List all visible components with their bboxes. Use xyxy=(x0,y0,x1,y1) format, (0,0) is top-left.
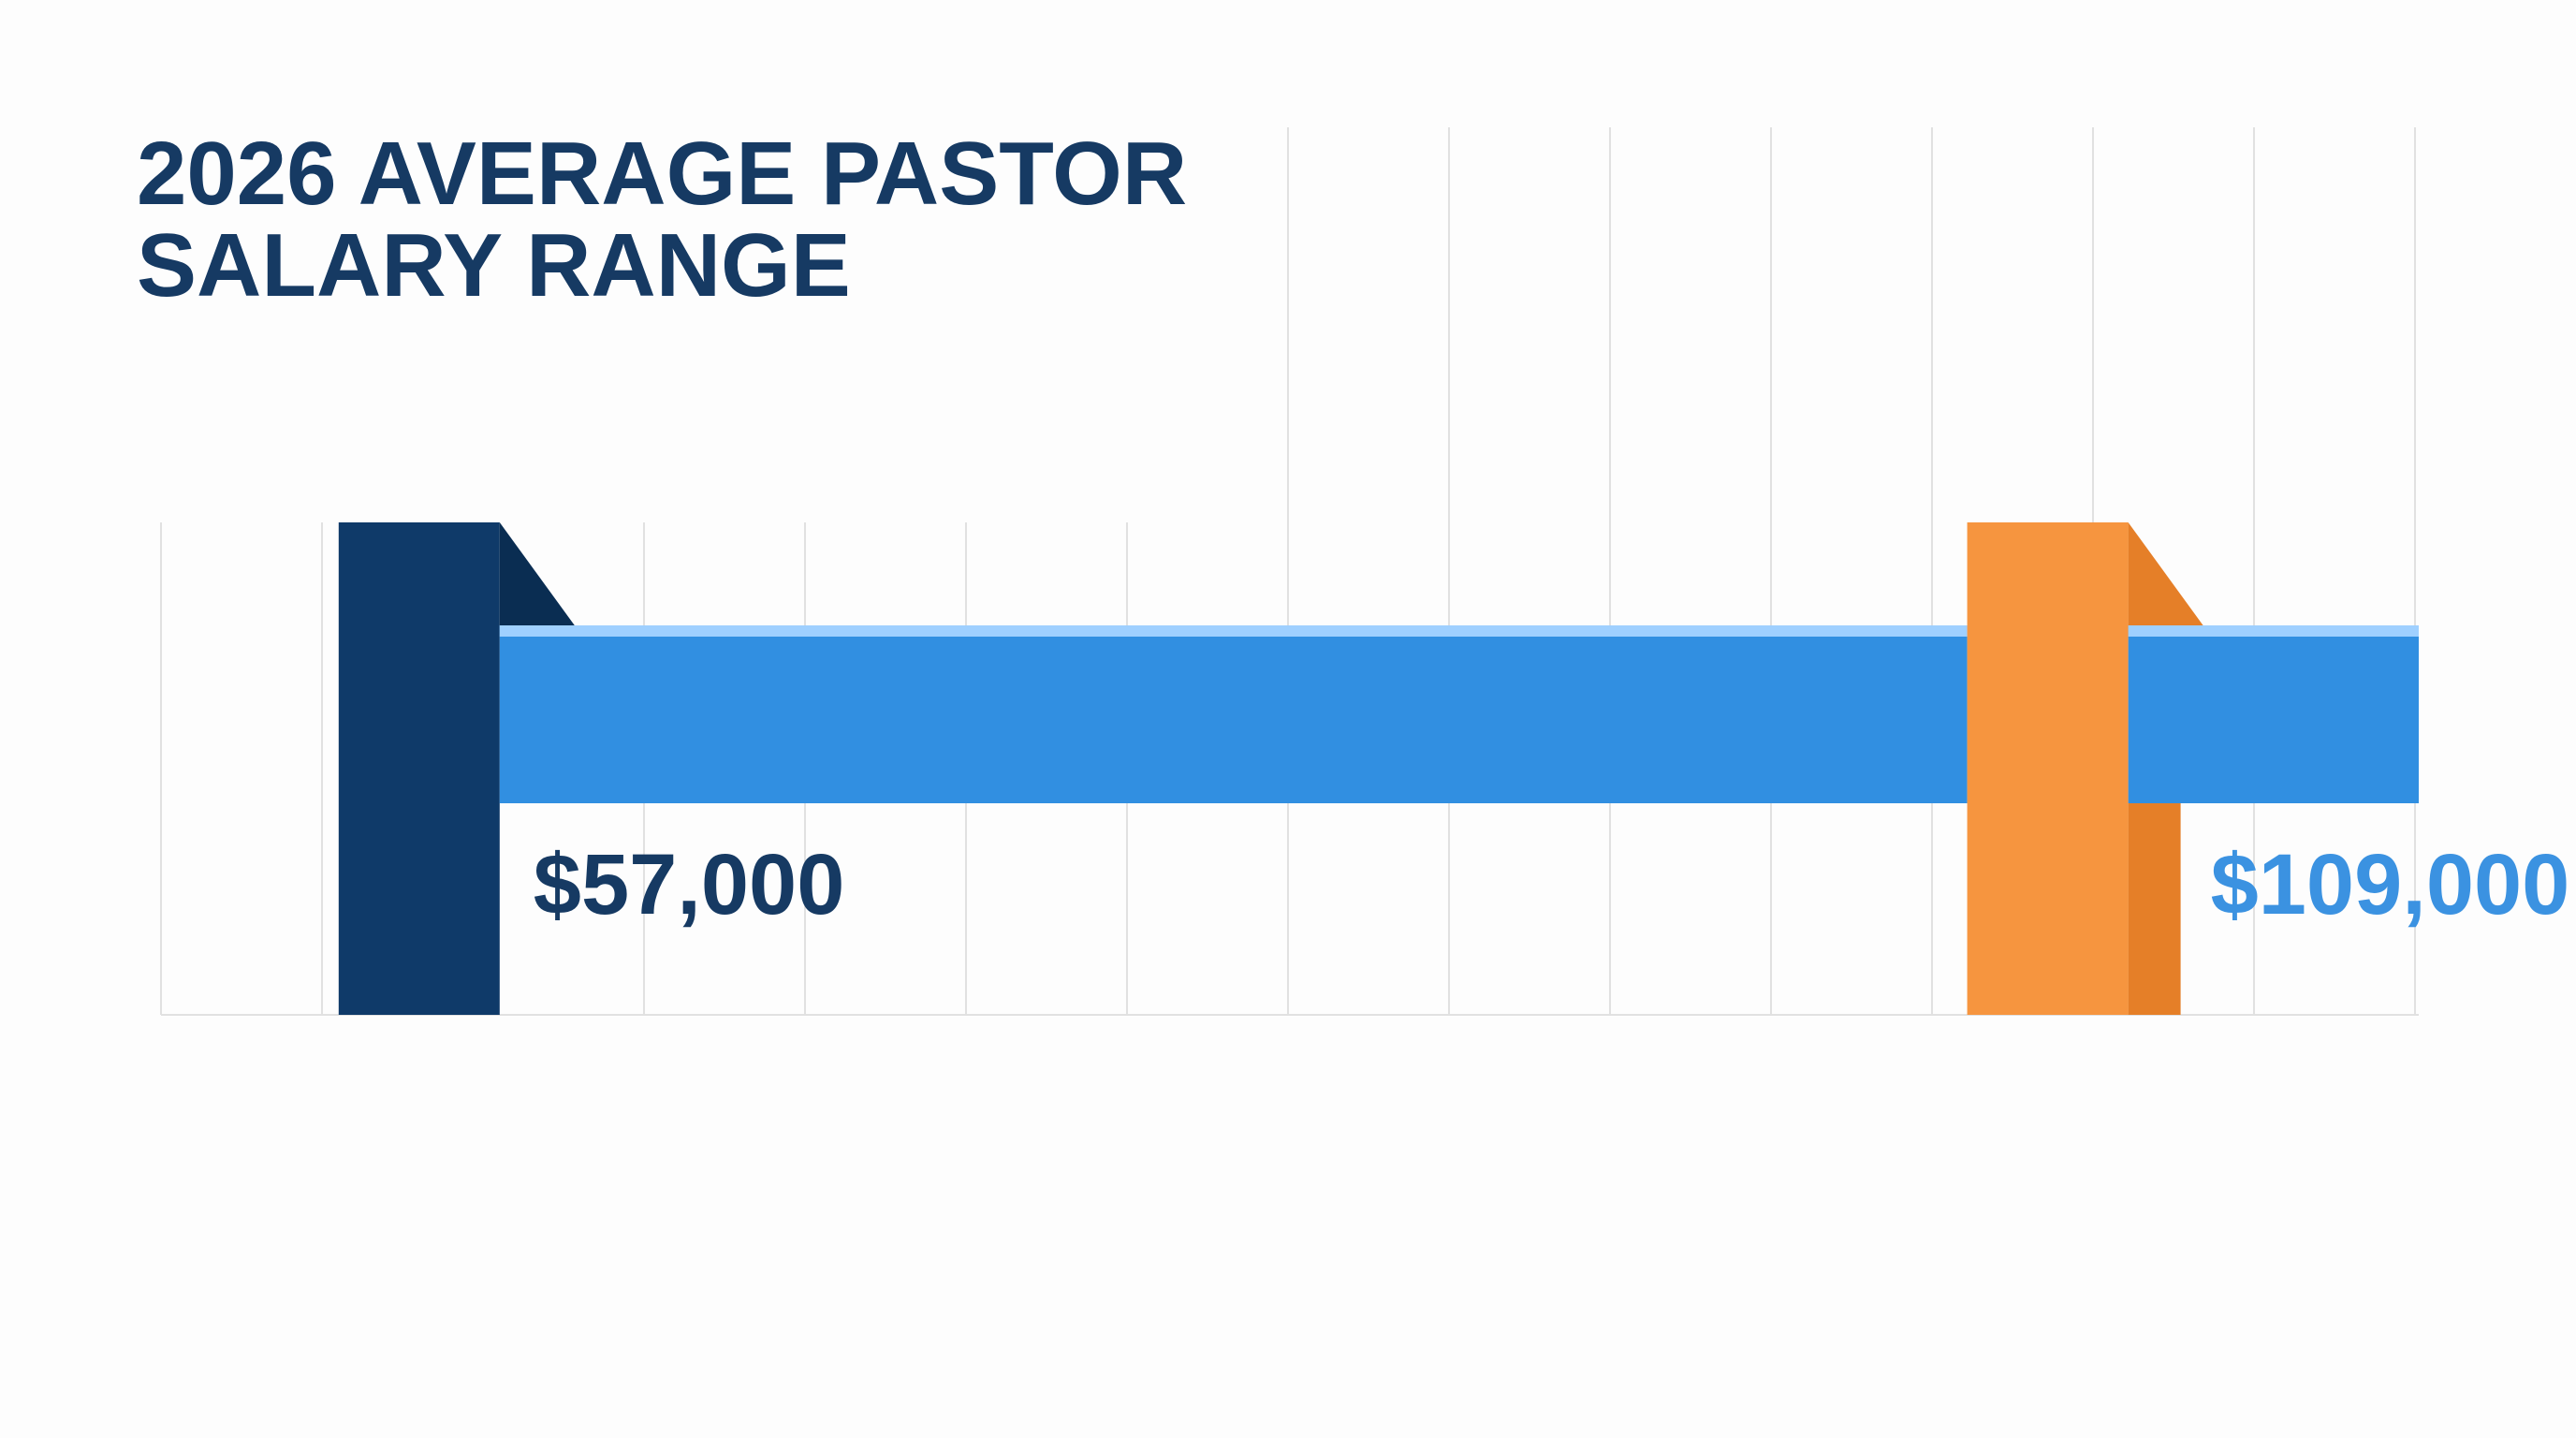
chart-title-line-2: SALARY RANGE xyxy=(137,215,851,315)
high-value-marker xyxy=(1967,522,2129,1015)
chart-title-line-1: 2026 AVERAGE PASTOR xyxy=(137,124,1187,224)
high-value-label: $109,000 xyxy=(2211,837,2570,932)
title-layer: 2026 AVERAGE PASTOR SALARY RANGE xyxy=(137,124,1187,315)
labels-layer: $57,000 $109,000 xyxy=(534,837,2570,932)
range-bar xyxy=(499,625,1968,803)
low-value-label: $57,000 xyxy=(534,837,845,932)
low-value-marker xyxy=(338,522,500,1015)
high-marker-fold xyxy=(2128,522,2203,625)
range-bar-extension-highlight xyxy=(2128,625,2419,637)
low-marker-fold xyxy=(499,522,575,625)
bars-layer xyxy=(338,522,2419,1015)
range-bar-highlight xyxy=(499,625,1968,637)
high-marker-shade xyxy=(2128,803,2181,1015)
range-bar-extension xyxy=(2128,625,2419,803)
